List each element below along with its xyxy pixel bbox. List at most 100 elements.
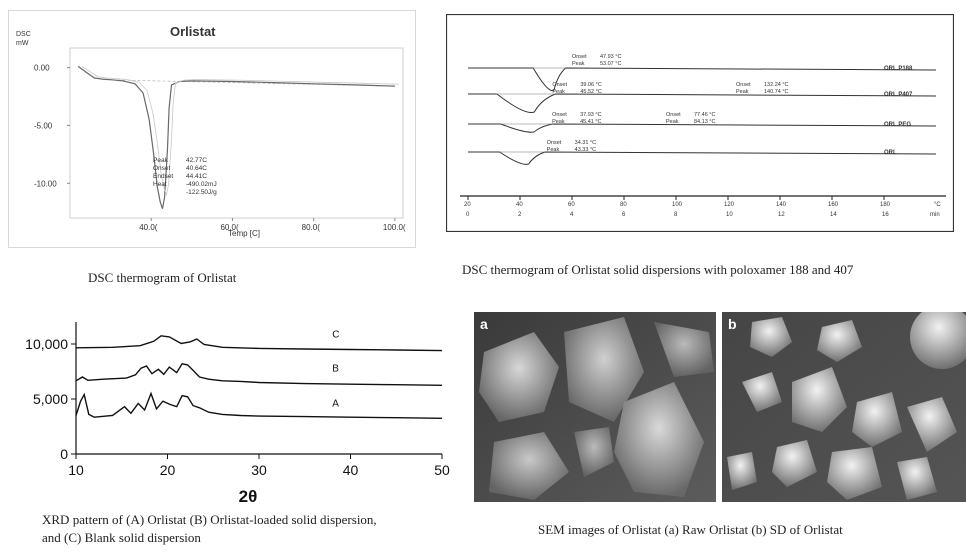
dsc-x-tick-label: 100.0( bbox=[383, 223, 406, 232]
dsc-annotation-label: Onset bbox=[153, 165, 171, 172]
dsc-xlabel: Temp [C] bbox=[228, 229, 260, 238]
sd-value-onset: 34.31 °C bbox=[575, 140, 596, 146]
xrd-series-label: A bbox=[332, 399, 339, 410]
sd-series-name: ORL.PEG bbox=[884, 122, 911, 128]
xrd-series-B bbox=[75, 363, 443, 386]
dsc-curve-shadow bbox=[81, 66, 399, 197]
sem-raw-particles bbox=[474, 312, 716, 502]
sd-label-peak: Peak bbox=[572, 61, 585, 67]
sd-x-tick-label-bottom: 0 bbox=[466, 212, 470, 218]
dsc-annotation-value: -490.02mJ bbox=[186, 181, 217, 188]
sd-value-onset: 77.46 °C bbox=[694, 112, 715, 118]
xrd-caption-line1: XRD pattern of (A) Orlistat (B) Orlistat… bbox=[42, 512, 377, 527]
dsc-ylabel-line2: mW bbox=[16, 40, 29, 47]
xrd-series-label: C bbox=[332, 329, 339, 340]
sd-x-tick-label-top: 160 bbox=[828, 202, 839, 208]
sd-value-onset: 47.93 °C bbox=[600, 54, 621, 60]
sem-label-a: a bbox=[480, 316, 488, 332]
sd-curve bbox=[468, 151, 937, 165]
sd-value-onset: 39.06 °C bbox=[580, 82, 601, 88]
sem-image-raw-orlistat: a bbox=[474, 312, 716, 502]
sd-value-peak: 45.41 °C bbox=[580, 119, 601, 125]
dsc-y-tick-label: -5.00 bbox=[34, 121, 53, 130]
sd-x-unit-top: °C bbox=[934, 202, 941, 208]
sd-series-name: ORL.P188 bbox=[884, 66, 913, 72]
xrd-x-tick-label: 50 bbox=[434, 462, 450, 478]
sd-label-onset: Onset bbox=[736, 82, 751, 88]
xrd-xlabel: 2θ bbox=[239, 487, 258, 506]
xrd-chart: 0 5,000 10,000 10 20 30 40 50 C B A 2θ bbox=[25, 322, 450, 506]
dsc-annotation-label: Endset bbox=[153, 173, 173, 180]
dsc-x-tick-label: 40.0( bbox=[139, 223, 158, 232]
dsc-annotation-value: -122.50J/g bbox=[186, 189, 217, 196]
xrd-y-tick-label: 0 bbox=[60, 446, 68, 462]
sd-curve bbox=[468, 93, 937, 114]
sd-x-tick-label-top: 80 bbox=[620, 202, 627, 208]
dsc-annotation-table: Peak 42.77C Onset 40.64C Endset 44.41C Heat -49… bbox=[153, 157, 217, 196]
sd-series-name: ORL.P407 bbox=[884, 92, 913, 98]
sd-x-tick-label-top: 20 bbox=[464, 202, 471, 208]
sd-label-peak: Peak bbox=[552, 119, 565, 125]
sem-image-sd-orlistat: b bbox=[722, 312, 966, 502]
sd-label-onset: Onset bbox=[666, 112, 681, 118]
sd-x-tick-label-top: 140 bbox=[776, 202, 787, 208]
dsc-y-tick-label: 0.00 bbox=[34, 64, 50, 73]
xrd-x-tick-label: 40 bbox=[343, 462, 359, 478]
sd-value-peak: 43.33 °C bbox=[575, 147, 596, 153]
dsc-annotation-value: 42.77C bbox=[186, 157, 207, 164]
sd-x-unit-bottom: min bbox=[930, 212, 940, 218]
sd-label-peak: Peak bbox=[666, 119, 679, 125]
xrd-series-C bbox=[75, 335, 443, 352]
sd-label-onset: Onset bbox=[552, 112, 567, 118]
xrd-x-tick-label: 30 bbox=[251, 462, 267, 478]
dsc-orlistat-caption: DSC thermogram of Orlistat bbox=[88, 270, 237, 285]
sem-sd-particles bbox=[722, 312, 966, 502]
sd-x-tick-label-top: 100 bbox=[672, 202, 683, 208]
dsc-extrapolated-baseline bbox=[102, 79, 395, 87]
xrd-y-tick-label: 5,000 bbox=[33, 391, 68, 407]
dsc-orlistat-chart: Orlistat DSC mW 0.00 -5.00 -10.00 40.0( 60.… bbox=[8, 10, 416, 248]
dsc-annotation-label: Heat bbox=[153, 181, 167, 188]
dsc-y-tick-label: -10.00 bbox=[34, 179, 57, 188]
dsc-x-tick-label: 80.0( bbox=[302, 223, 321, 232]
sd-label-peak: Peak bbox=[736, 89, 749, 95]
sd-value-peak: 140.74 °C bbox=[764, 89, 789, 95]
sd-label-onset: Onset bbox=[547, 140, 562, 146]
sd-value-onset: 37.93 °C bbox=[580, 112, 601, 118]
sd-x-tick-label-bottom: 12 bbox=[778, 212, 785, 218]
xrd-x-tick-label: 20 bbox=[160, 462, 176, 478]
dsc-plot-frame bbox=[69, 47, 404, 219]
sd-value-onset: 132.24 °C bbox=[764, 82, 789, 88]
sd-label-onset: Onset bbox=[572, 54, 587, 60]
sd-x-tick-label-bottom: 4 bbox=[570, 212, 574, 218]
sd-x-tick-label-bottom: 10 bbox=[726, 212, 733, 218]
dsc-annotation-label: Peak bbox=[153, 157, 169, 164]
sem-label-b: b bbox=[728, 316, 737, 332]
sd-curve bbox=[468, 67, 937, 92]
dsc-solid-dispersions-chart: ORL.P188 Onset 47.93 °C Peak 53.07 °C ORL.P40… bbox=[446, 14, 954, 232]
dsc-annotation-value: 40.64C bbox=[186, 165, 207, 172]
dsc-curve-orlistat bbox=[77, 65, 395, 209]
sd-value-peak: 45.52 °C bbox=[580, 89, 601, 95]
xrd-x-tick-label: 10 bbox=[68, 462, 84, 478]
sem-caption: SEM images of Orlistat (a) Raw Orlistat … bbox=[538, 522, 843, 537]
dsc-sd-caption: DSC thermogram of Orlistat solid dispers… bbox=[462, 262, 854, 277]
xrd-series-label: B bbox=[332, 364, 339, 375]
xrd-caption-line2: and (C) Blank solid dispersion bbox=[42, 530, 201, 545]
dsc-ylabel-line1: DSC bbox=[16, 31, 31, 38]
sd-series-name: ORL bbox=[884, 150, 897, 156]
dsc-annotation-value: 44.41C bbox=[186, 173, 207, 180]
sd-x-tick-label-bottom: 2 bbox=[518, 212, 522, 218]
xrd-y-tick-label: 10,000 bbox=[25, 336, 68, 352]
sd-x-tick-label-top: 180 bbox=[880, 202, 891, 208]
sd-x-tick-label-bottom: 6 bbox=[622, 212, 626, 218]
sd-x-tick-label-top: 60 bbox=[568, 202, 575, 208]
sd-label-peak: Peak bbox=[552, 89, 565, 95]
dsc-x-tick-label: 60.0( bbox=[220, 223, 239, 232]
xrd-series-A bbox=[75, 391, 443, 419]
sd-label-peak: Peak bbox=[547, 147, 560, 153]
sd-x-tick-label-bottom: 16 bbox=[882, 212, 889, 218]
sd-x-tick-label-top: 120 bbox=[724, 202, 735, 208]
sd-x-tick-label-bottom: 14 bbox=[830, 212, 837, 218]
dsc-title: Orlistat bbox=[170, 24, 216, 39]
